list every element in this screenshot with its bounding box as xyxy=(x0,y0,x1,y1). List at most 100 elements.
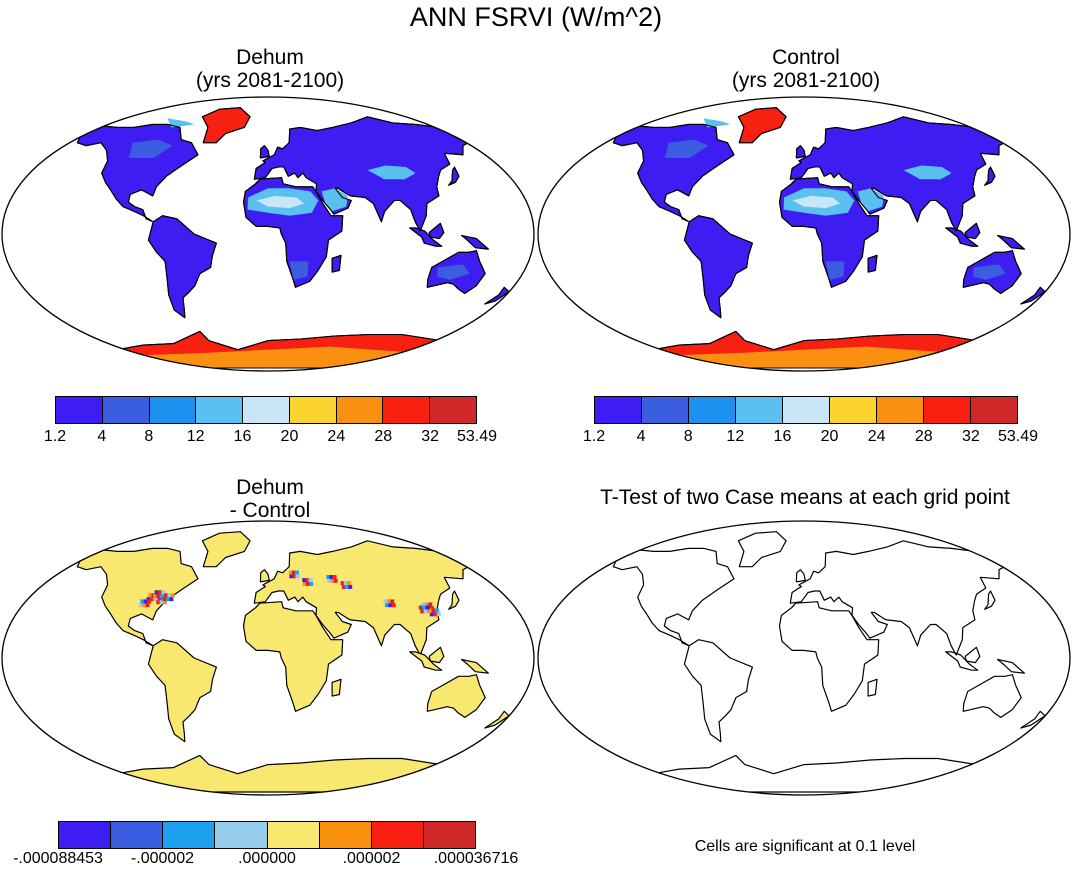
arctic-islands xyxy=(167,118,195,128)
coastline-eurasia xyxy=(253,116,475,232)
diff-cell xyxy=(295,570,299,575)
colorbar-diff-swatch xyxy=(319,822,372,848)
diff-cell xyxy=(305,578,310,583)
panel-title-dehum-line2: (yrs 2081-2100) xyxy=(195,69,345,92)
colorbar-control-tick-label: 53.49 xyxy=(997,428,1039,445)
diff-cell xyxy=(146,597,151,602)
colorbar-dehum-tick-label: 8 xyxy=(144,428,154,445)
land-africa xyxy=(778,601,880,712)
coastline-southAmerica xyxy=(147,215,217,319)
colorbar-diff xyxy=(58,821,476,849)
land-madagascar xyxy=(867,678,878,697)
diff-cell xyxy=(169,597,174,602)
colorbar-dehum-tick-label: 4 xyxy=(97,428,107,445)
land-africa xyxy=(242,601,344,712)
colorbar-diff-swatch xyxy=(371,822,424,848)
panel-title-ttest: T-Test of two Case means at each grid po… xyxy=(600,486,1010,509)
land-uk xyxy=(259,569,270,583)
diff-cell xyxy=(308,578,313,583)
colorbar-diff-tick-label: .000000 xyxy=(238,850,296,867)
diff-cell xyxy=(295,574,300,579)
land-japan xyxy=(984,590,996,610)
colorbar-dehum xyxy=(55,396,477,424)
land-indonesia xyxy=(409,651,443,671)
panel-title-control-line1: Control xyxy=(772,46,840,69)
colorbar-diff-swatch xyxy=(423,822,475,848)
diff-cell xyxy=(436,612,441,617)
panel-title-diff: Dehum - Control xyxy=(140,476,400,522)
colorbar-diff-tick-label: .000002 xyxy=(342,850,401,867)
map-border xyxy=(1,96,535,372)
colorbar-dehum-tick-label: 53.49 xyxy=(456,428,498,445)
map-border xyxy=(1,520,535,796)
coastline-newGuinea xyxy=(997,234,1025,250)
land-newGuinea xyxy=(461,658,489,674)
land-southAmerica xyxy=(683,639,753,743)
diff-cell xyxy=(343,581,348,586)
coastline-greenland xyxy=(737,107,787,144)
diff-cell xyxy=(154,590,159,595)
diff-cell xyxy=(143,599,148,604)
diff-cell xyxy=(435,608,440,613)
diff-cell xyxy=(142,603,147,608)
panel-title-control: Control (yrs 2081-2100) xyxy=(676,46,936,92)
colorbar-control-tick-label: 28 xyxy=(914,428,933,445)
colorbar-control-tick-label: 20 xyxy=(820,428,839,445)
land-uk xyxy=(795,569,806,583)
diff-cell xyxy=(164,593,168,598)
diff-cell xyxy=(156,600,161,605)
coastline-uk xyxy=(795,145,806,159)
arabia-region xyxy=(321,188,348,212)
diff-cell xyxy=(138,603,143,608)
land-greenland xyxy=(201,531,251,568)
diff-cell xyxy=(292,570,296,575)
panel-title-diff-line1: Dehum xyxy=(236,476,304,499)
colorbar-diff-labels: -.000088453 -.000002 .000000 .000002 .000036… xyxy=(13,850,518,870)
coastline-madagascar xyxy=(331,254,342,273)
map-border xyxy=(537,520,1071,796)
colorbar-dehum-tick-label: 28 xyxy=(374,428,393,445)
diff-cell xyxy=(431,608,436,613)
colorbar-dehum-labels: 1.2 4 8 12 16 20 24 28 32 53.49 xyxy=(44,428,497,448)
canada-region xyxy=(128,139,173,158)
diff-cell xyxy=(420,609,425,614)
land-madagascar xyxy=(331,678,342,697)
diff-cell xyxy=(423,609,428,614)
colorbar-control-tick-label: 12 xyxy=(726,428,745,445)
australia-interior xyxy=(437,264,470,280)
diff-cell xyxy=(309,581,314,586)
coastline-borneo xyxy=(964,222,981,240)
colorbar-dehum-swatch xyxy=(430,397,477,423)
diff-cell xyxy=(333,578,338,583)
colorbar-dehum-swatch xyxy=(149,397,197,423)
colorbar-diff-swatch xyxy=(111,822,164,848)
colorbar-diff-swatch xyxy=(163,822,216,848)
diff-cell xyxy=(332,575,337,579)
colorbar-control-swatch xyxy=(830,397,877,423)
map-dehum xyxy=(1,96,535,372)
diff-cell xyxy=(386,599,391,604)
colorbar-dehum-swatch xyxy=(102,397,150,423)
diff-cell xyxy=(425,605,430,610)
colorbar-control-swatch xyxy=(642,397,689,423)
map-border xyxy=(537,96,1071,372)
colorbar-dehum-tick-label: 20 xyxy=(280,428,299,445)
land-indonesia xyxy=(945,651,979,671)
canada-region xyxy=(664,139,709,158)
coastline-uk xyxy=(259,145,270,159)
significance-note: Cells are significant at 0.1 level xyxy=(694,838,916,855)
land-nz xyxy=(484,710,510,729)
land-northAmerica xyxy=(612,547,735,647)
colorbar-control-labels: 1.2 4 8 12 16 20 24 28 32 53.49 xyxy=(583,428,1038,448)
colorbar-dehum-swatch xyxy=(383,397,431,423)
coastline-nz xyxy=(484,286,510,305)
coastline-eurasia xyxy=(789,116,1011,232)
coastline-madagascar xyxy=(867,254,878,273)
colorbar-diff-tick-label: -.000088453 xyxy=(13,850,103,867)
diff-cell xyxy=(428,602,433,607)
coastline-borneo xyxy=(428,222,445,240)
diff-cell xyxy=(170,593,175,598)
colorbar-control-swatch xyxy=(736,397,783,423)
diff-cell xyxy=(329,575,334,579)
diff-cell xyxy=(330,578,335,583)
